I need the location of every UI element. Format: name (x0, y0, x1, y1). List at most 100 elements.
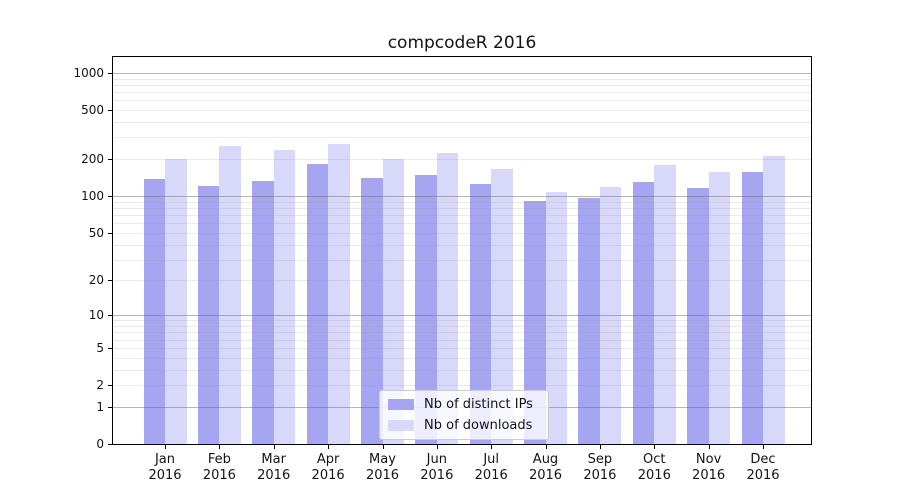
y-tick-label: 10 (88, 308, 104, 323)
x-tick-label: Nov 2016 (681, 452, 737, 484)
x-tick-label-year: 2016 (202, 468, 236, 483)
x-tick-label: Oct 2016 (626, 452, 682, 484)
x-tick-label-month: Jun (426, 452, 447, 467)
x-tick-label-month: Apr (316, 452, 340, 467)
bar-distinct-ips (143, 179, 165, 444)
bar-distinct-ips (687, 187, 709, 444)
x-tick-label-month: Sep (587, 452, 613, 467)
y-tick-label: 5 (96, 340, 104, 355)
y-tick (108, 280, 112, 282)
y-tick-label: 1000 (73, 65, 104, 80)
x-tick (382, 445, 384, 449)
x-tick-label: Apr 2016 (300, 452, 356, 484)
bar-distinct-ips (415, 174, 437, 444)
y-tick-label: 100 (81, 189, 104, 204)
gridline-minor (113, 110, 811, 111)
bar-downloads (491, 169, 513, 444)
legend: Nb of distinct IPs Nb of downloads (379, 390, 549, 440)
bar-downloads (763, 156, 785, 444)
x-tick-label-year: 2016 (311, 468, 345, 483)
gridline-minor (113, 92, 811, 93)
bar-distinct-ips (252, 181, 274, 444)
bar-downloads (219, 146, 241, 444)
x-tick-label-year: 2016 (583, 468, 617, 483)
x-tick-label: May 2016 (355, 452, 411, 484)
x-tick (219, 445, 221, 449)
gridline-major (113, 72, 811, 74)
gridline-minor (113, 122, 811, 123)
x-tick-label-month: May (369, 452, 396, 467)
x-tick-label: Jan 2016 (137, 452, 193, 484)
x-tick-label: Jun 2016 (409, 452, 465, 484)
bar-distinct-ips (197, 185, 220, 444)
x-tick-label-month: Mar (261, 452, 286, 467)
x-tick (654, 445, 656, 449)
bar-downloads (273, 149, 296, 444)
bar-distinct-ips (741, 172, 763, 444)
bar-distinct-ips (632, 181, 655, 444)
legend-entry-downloads: Nb of downloads (388, 417, 540, 434)
x-tick (491, 445, 493, 449)
y-tick (108, 444, 112, 445)
x-tick-label-month: Dec (750, 452, 776, 467)
legend-swatch-downloads (388, 420, 414, 431)
x-tick-label-month: Feb (207, 452, 231, 467)
bar-downloads (545, 191, 567, 444)
x-tick-label-year: 2016 (257, 468, 291, 483)
bar-distinct-ips (361, 178, 383, 444)
bar-distinct-ips (469, 183, 492, 444)
y-tick (108, 72, 112, 74)
x-tick-label-month: Nov (695, 452, 722, 467)
x-tick (708, 445, 710, 449)
x-tick-label: Aug 2016 (518, 452, 574, 484)
x-tick (436, 445, 438, 449)
gridline-minor (113, 78, 811, 80)
x-tick-label: Sep 2016 (572, 452, 628, 484)
x-tick-label-month: Jan (154, 452, 176, 467)
x-tick (165, 445, 166, 449)
bar-distinct-ips (306, 163, 329, 444)
bar-downloads (436, 153, 459, 444)
bar-downloads (165, 159, 187, 444)
y-tick-label: 200 (81, 152, 104, 167)
bar-downloads (654, 164, 676, 444)
legend-swatch-distinct-ips (388, 399, 414, 410)
x-tick (545, 445, 547, 449)
x-tick-label: Mar 2016 (246, 452, 302, 484)
gridline-minor (113, 100, 811, 102)
x-tick (273, 445, 275, 449)
bar-downloads (599, 187, 622, 444)
plot-area: Nb of distinct IPs Nb of downloads (112, 56, 812, 445)
y-tick-label: 50 (88, 225, 104, 240)
y-tick-label: 0 (96, 437, 104, 451)
x-tick (763, 445, 764, 449)
y-tick (108, 110, 112, 111)
bar-downloads (328, 144, 350, 444)
x-tick-label-year: 2016 (528, 468, 563, 483)
y-tick (108, 232, 112, 234)
bar-distinct-ips (524, 200, 546, 444)
y-tick (108, 315, 112, 317)
y-tick-label: 500 (81, 103, 104, 117)
x-tick-label-year: 2016 (420, 468, 454, 483)
y-tick-label: 20 (88, 273, 104, 288)
legend-entry-distinct-ips: Nb of distinct IPs (388, 396, 540, 413)
bar-downloads (382, 159, 404, 444)
x-tick-label-year: 2016 (637, 468, 671, 483)
x-tick-label: Jul 2016 (463, 452, 519, 484)
gridline-minor (113, 84, 811, 86)
y-tick-label: 2 (96, 378, 104, 392)
y-tick (108, 347, 112, 349)
gridline-minor (113, 159, 811, 161)
x-tick (599, 445, 601, 449)
x-tick-label-year: 2016 (746, 468, 780, 483)
gridline-minor (113, 137, 811, 139)
x-tick-label: Feb 2016 (191, 452, 247, 484)
x-tick-label-year: 2016 (148, 468, 182, 483)
x-tick-label-year: 2016 (365, 468, 400, 483)
x-tick-label-month: Oct (643, 452, 666, 467)
x-tick-label-year: 2016 (474, 468, 508, 483)
legend-label-downloads: Nb of downloads (424, 418, 533, 433)
y-tick (108, 196, 112, 198)
